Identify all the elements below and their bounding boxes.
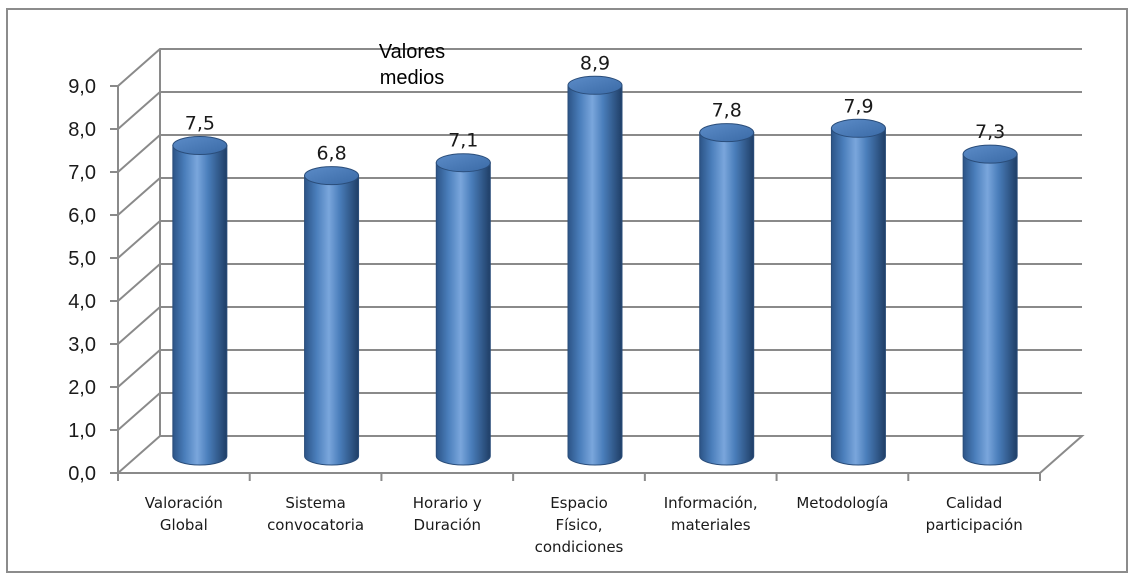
value-label: 7,1 xyxy=(448,130,478,152)
bar xyxy=(172,136,228,466)
chart-title: Valores medios xyxy=(379,41,445,89)
category-label: Metodología xyxy=(796,494,888,512)
category-label-line: Global xyxy=(160,516,208,534)
category-label-line: Duración xyxy=(414,516,482,534)
value-label: 7,5 xyxy=(185,113,215,135)
y-tick-label: 9,0 xyxy=(68,76,96,98)
y-tick-label: 2,0 xyxy=(68,377,96,399)
category-label-line: Calidad xyxy=(946,494,1002,512)
bar xyxy=(567,75,623,466)
category-label-line: condiciones xyxy=(535,538,624,556)
category-label: Valoración Global xyxy=(145,494,223,534)
category-label-line: Metodología xyxy=(796,494,888,512)
y-tick-label: 3,0 xyxy=(68,334,96,356)
y-tick-label: 0,0 xyxy=(68,463,96,485)
bar-top xyxy=(435,153,491,173)
category-label: Información, materiales xyxy=(664,494,758,534)
value-label: 8,9 xyxy=(580,52,610,74)
bar-body xyxy=(699,132,755,466)
y-tick-label: 1,0 xyxy=(68,420,96,442)
bar-body xyxy=(435,162,491,466)
value-label: 7,8 xyxy=(712,100,742,122)
category-label: Sistema convocatoria xyxy=(267,494,364,534)
value-label: 6,8 xyxy=(316,143,346,165)
bar xyxy=(962,144,1018,466)
category-label-line: Horario y xyxy=(413,494,482,512)
bar-top xyxy=(304,166,360,186)
bars xyxy=(172,75,1018,466)
y-tick-label: 5,0 xyxy=(68,248,96,270)
bar-body xyxy=(962,153,1018,466)
category-label-line: Valoración xyxy=(145,494,223,512)
bar-top xyxy=(830,118,886,138)
category-label: Espacio Físico, condiciones xyxy=(535,494,624,556)
category-label-line: materiales xyxy=(671,516,751,534)
y-tick-label: 6,0 xyxy=(68,205,96,227)
y-tick-label: 8,0 xyxy=(68,119,96,141)
bar-body xyxy=(172,145,228,466)
bar-top xyxy=(699,123,755,143)
category-label-line: participación xyxy=(926,516,1023,534)
category-label: Horario y Duración xyxy=(413,494,482,534)
y-tick-label: 4,0 xyxy=(68,291,96,313)
bar xyxy=(699,123,755,466)
category-label: Calidad participación xyxy=(926,494,1023,534)
bar-top xyxy=(567,75,623,95)
category-label-line: Sistema xyxy=(285,494,345,512)
bar-body xyxy=(567,84,623,466)
category-label-line: Información, xyxy=(664,494,758,512)
category-label-line: Físico, xyxy=(556,516,603,534)
bar xyxy=(435,153,491,466)
bar xyxy=(304,166,360,466)
bar-top xyxy=(962,144,1018,164)
value-label: 7,3 xyxy=(975,121,1005,143)
category-label-line: Espacio xyxy=(550,494,608,512)
labels: 0,0 1,0 2,0 3,0 4,0 5,0 6,0 7,0 8,0 9,0 7,5 Valorac… xyxy=(68,52,1023,556)
bar-body xyxy=(304,175,360,466)
bar-body xyxy=(830,127,886,466)
bar xyxy=(830,118,886,466)
bar-top xyxy=(172,136,228,155)
value-label: 7,9 xyxy=(843,95,873,117)
y-tick-label: 7,0 xyxy=(68,162,96,184)
chart-title-line: Valores xyxy=(379,41,445,63)
chart-title-line: medios xyxy=(380,67,444,89)
category-label-line: convocatoria xyxy=(267,516,364,534)
